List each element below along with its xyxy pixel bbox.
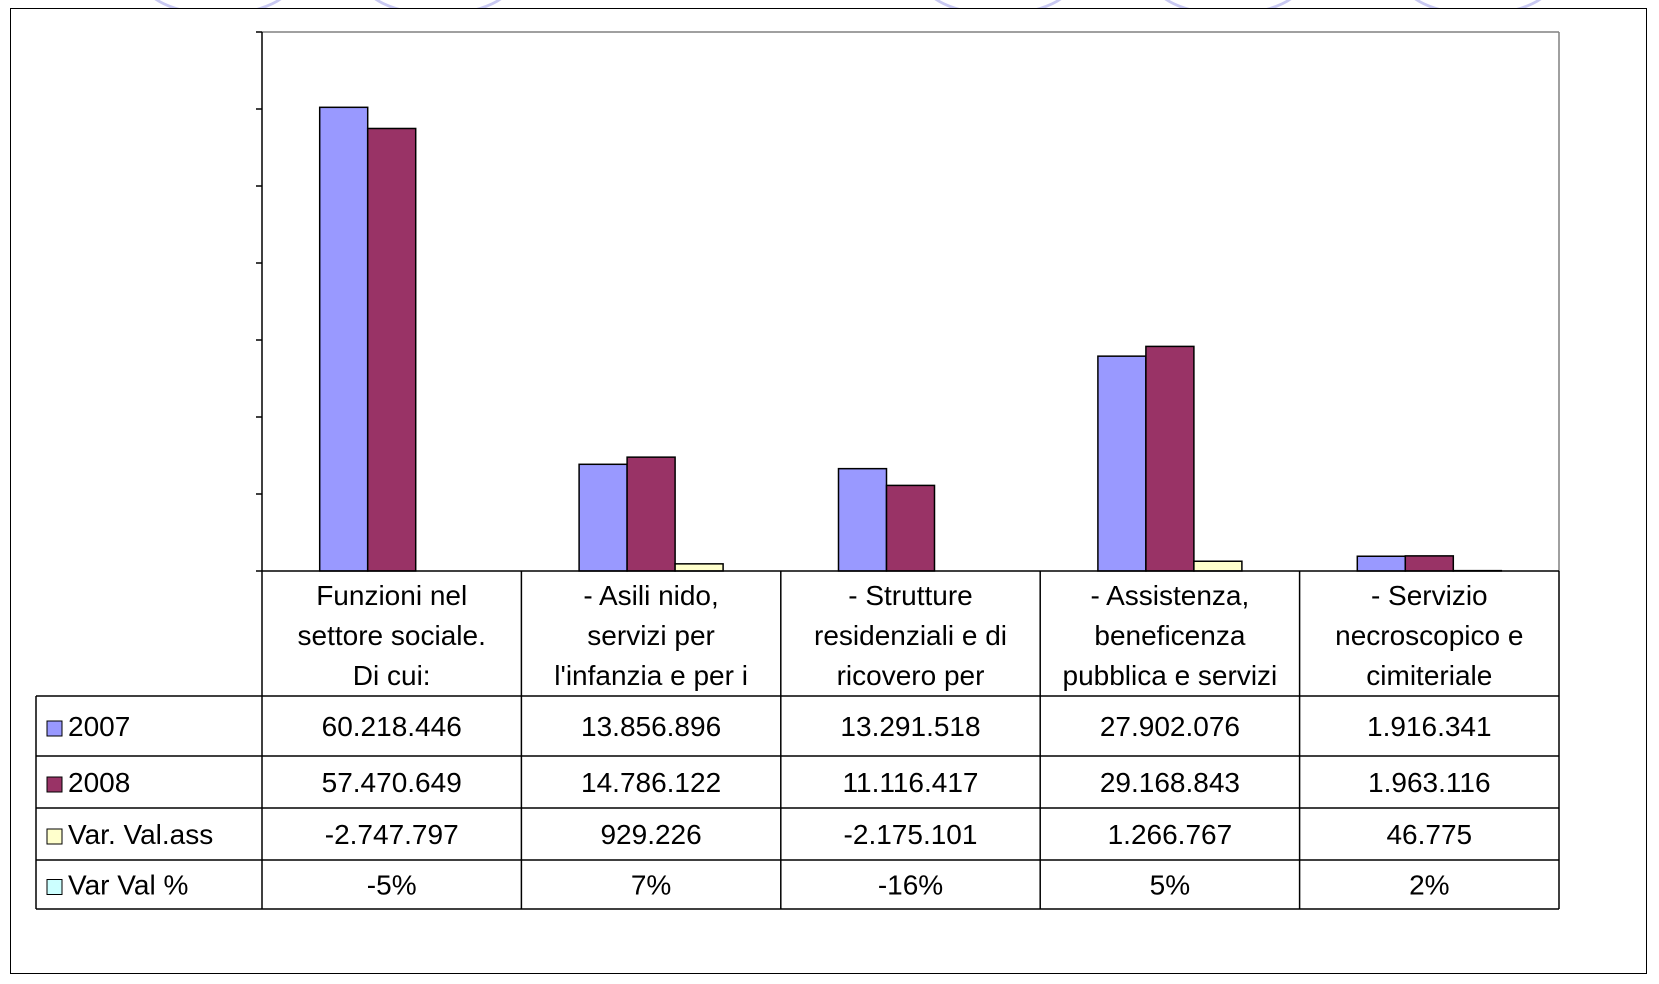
category-tick-label: l'infanzia e per i — [554, 660, 748, 691]
bar — [885, 484, 936, 572]
data-label: 929.226 — [600, 819, 701, 850]
bar — [837, 467, 888, 572]
legend-key — [46, 776, 63, 793]
category-tick-label: - Strutture — [848, 580, 972, 611]
bar-chart-with-data-table: Funzioni nel settore sociale. Di cui: - Asi… — [35, 31, 1560, 910]
category-tick-label: settore sociale. — [298, 620, 486, 651]
data-label: 46.775 — [1386, 819, 1472, 850]
bar — [1404, 555, 1455, 572]
bar — [578, 463, 628, 572]
category-tick-label: residenziali e di — [814, 620, 1007, 651]
bar — [318, 106, 369, 572]
data-label: -2.175.101 — [844, 819, 978, 850]
category-tick-label: pubblica e servizi — [1063, 660, 1278, 691]
bar — [1193, 560, 1243, 572]
data-label: 1.916.341 — [1367, 711, 1492, 742]
chart-frame: Funzioni nel settore sociale. Di cui: - Asi… — [10, 8, 1647, 974]
legend-label: 2008 — [68, 767, 130, 798]
category-tick-label: ricovero per — [837, 660, 985, 691]
category-tick-label: Di cui: — [353, 660, 431, 691]
legend-label: 2007 — [68, 711, 130, 742]
bar — [366, 127, 417, 572]
bar — [1356, 555, 1407, 572]
category-tick-label: necroscopico e — [1335, 620, 1523, 651]
category-tick-label: servizi per — [587, 620, 715, 651]
bar — [1145, 345, 1195, 572]
legend-key — [46, 828, 63, 845]
legend-key — [46, 879, 63, 895]
data-label: 13.856.896 — [581, 711, 721, 742]
data-label: 2% — [1409, 870, 1449, 901]
data-label: 57.470.649 — [322, 767, 462, 798]
data-label: 11.116.417 — [843, 767, 979, 798]
data-label: 29.168.843 — [1100, 767, 1240, 798]
data-label: 14.786.122 — [581, 767, 721, 798]
data-label: 27.902.076 — [1100, 711, 1240, 742]
data-label: 1.963.116 — [1368, 767, 1491, 798]
legend-label: Var Val % — [68, 870, 188, 901]
legend-key — [46, 720, 63, 737]
data-label: 13.291.518 — [840, 711, 980, 742]
data-label: -2.747.797 — [325, 819, 459, 850]
category-tick-label: - Asili nido, — [583, 580, 718, 611]
data-label: 1.266.767 — [1108, 819, 1233, 850]
bar — [626, 456, 676, 572]
category-tick-label: cimiteriale — [1366, 660, 1492, 691]
category-tick-label: Funzioni nel — [316, 580, 467, 611]
data-label: 60.218.446 — [322, 711, 462, 742]
category-tick-label: - Assistenza, — [1091, 580, 1250, 611]
category-tick-label: - Servizio — [1371, 580, 1488, 611]
data-label: -5% — [367, 870, 417, 901]
bar — [674, 563, 724, 572]
data-label: 7% — [631, 870, 671, 901]
data-label: -16% — [878, 870, 943, 901]
category-tick-label: beneficenza — [1094, 620, 1245, 651]
data-label: 5% — [1150, 870, 1190, 901]
bar — [1097, 355, 1147, 572]
legend-label: Var. Val.ass — [68, 819, 213, 850]
